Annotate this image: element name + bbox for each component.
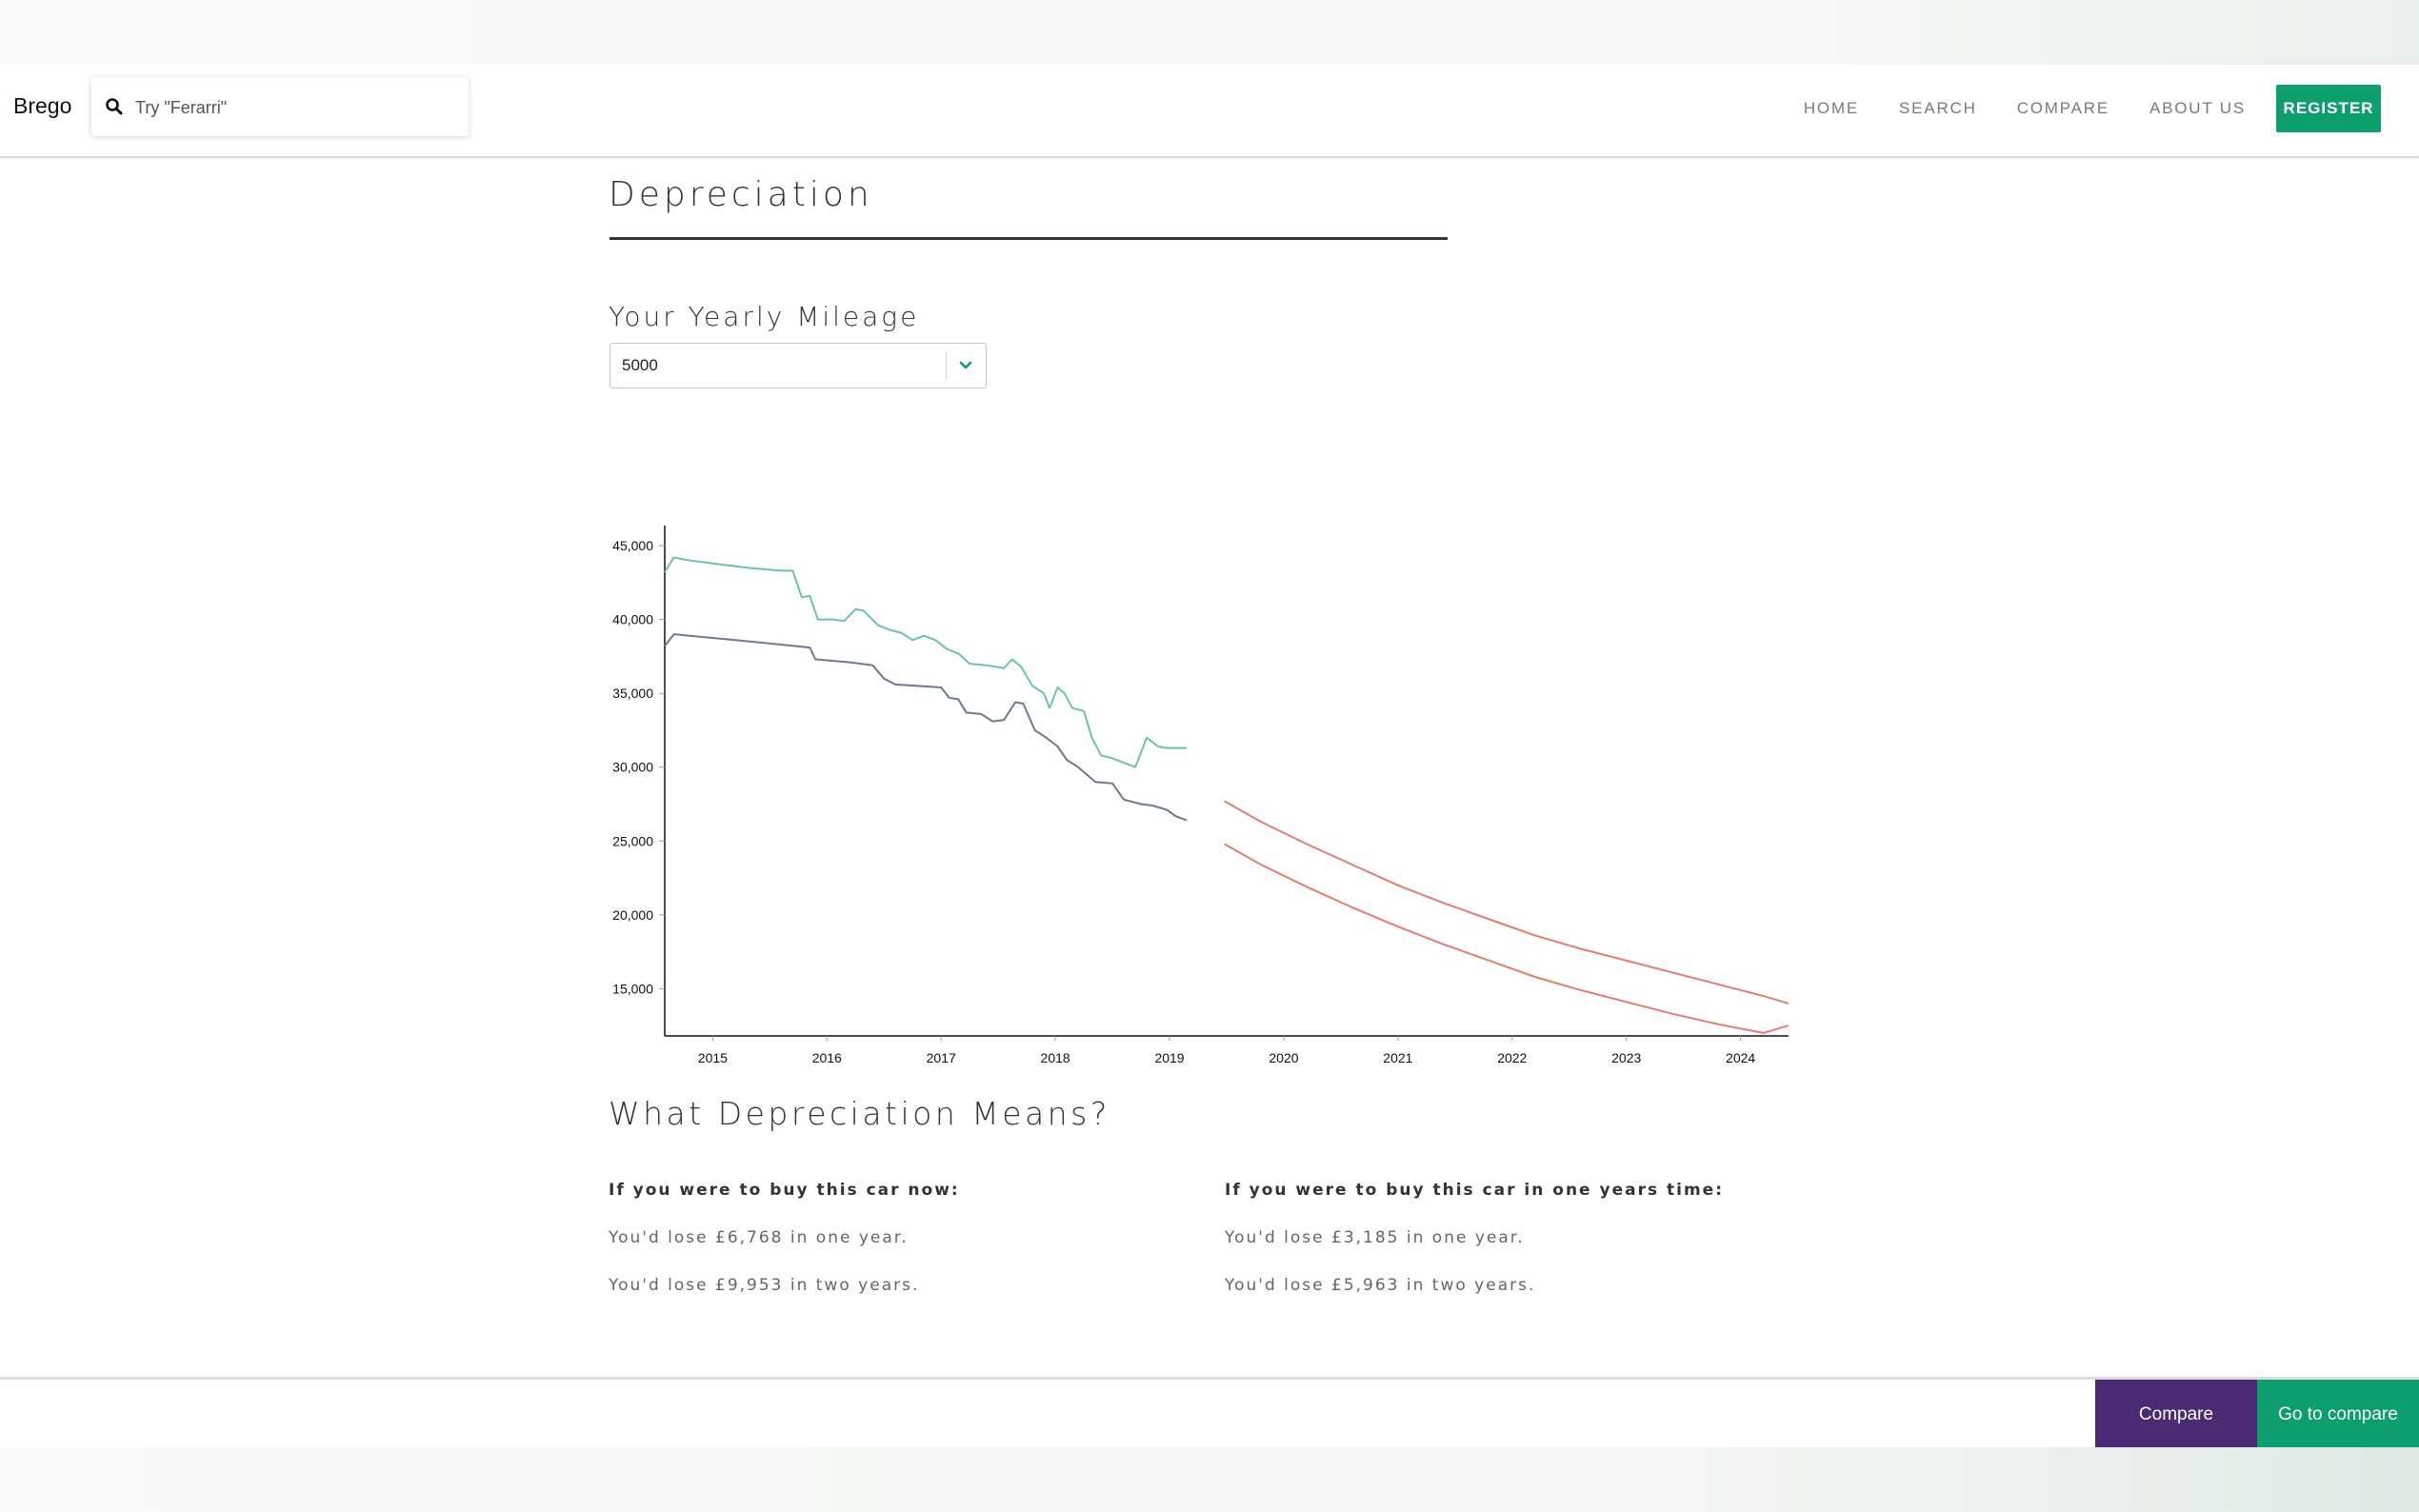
- depreciation-chart-svg: 45,000 40,000 35,000 30,000 25,000 20,000 15,0…: [612, 526, 1789, 1065]
- nav-link-home[interactable]: HOME: [1803, 99, 1860, 117]
- search-input[interactable]: [133, 88, 451, 128]
- brand-logo[interactable]: Brego: [13, 93, 72, 118]
- x-tick-label: 2021: [1383, 1050, 1412, 1065]
- chevron-down-icon[interactable]: [955, 355, 976, 376]
- select-separator: [946, 352, 947, 379]
- series-line-0: [664, 556, 1187, 768]
- mileage-select[interactable]: 5000: [610, 343, 987, 388]
- means-now-column: If you were to buy this car now: You'd l…: [609, 1181, 960, 1295]
- window-bottom-backdrop: [0, 1447, 2419, 1512]
- x-tick-label: 2024: [1726, 1050, 1755, 1065]
- nav-link-search[interactable]: SEARCH: [1899, 99, 1977, 117]
- y-tick-label: 20,000: [612, 907, 653, 923]
- means-now-one-year: You'd lose £6,768 in one year.: [609, 1228, 909, 1247]
- depreciation-chart: 45,000 40,000 35,000 30,000 25,000 20,000 15,0…: [581, 512, 1809, 1103]
- x-tick-label: 2018: [1041, 1050, 1070, 1065]
- means-later-two-years: You'd lose £5,963 in two years.: [1225, 1276, 1536, 1295]
- x-tick-label: 2020: [1269, 1050, 1298, 1065]
- y-tick-label: 30,000: [612, 760, 653, 775]
- app-viewport: Brego HOME SEARCH COMPARE ABOUT US REGIS…: [0, 65, 2419, 1450]
- nav-link-compare[interactable]: COMPARE: [2016, 99, 2109, 117]
- search-box[interactable]: [91, 77, 469, 136]
- x-tick-label: 2019: [1154, 1050, 1184, 1065]
- series-line-3: [1224, 843, 1789, 1034]
- x-tick-label: 2016: [812, 1050, 842, 1065]
- y-tick-label: 45,000: [612, 538, 653, 553]
- means-now-heading: If you were to buy this car now:: [609, 1181, 960, 1200]
- x-tick-label: 2023: [1611, 1050, 1641, 1065]
- go-to-compare-button[interactable]: Go to compare: [2257, 1380, 2419, 1450]
- x-tick-label: 2017: [927, 1050, 956, 1065]
- mileage-label: Your Yearly Mileage: [609, 301, 920, 332]
- navbar: Brego HOME SEARCH COMPARE ABOUT US REGIS…: [0, 65, 2419, 158]
- compare-button[interactable]: Compare: [2095, 1380, 2257, 1450]
- y-tick-label: 25,000: [612, 833, 653, 848]
- means-later-one-year: You'd lose £3,185 in one year.: [1225, 1228, 1525, 1247]
- search-icon: [106, 98, 123, 115]
- x-tick-label: 2015: [698, 1050, 728, 1065]
- series-line-1: [664, 633, 1188, 822]
- mileage-selected-value: 5000: [622, 356, 658, 374]
- title-divider: [610, 237, 1448, 240]
- nav-link-about-us[interactable]: ABOUT US: [2149, 99, 2246, 117]
- window-top-backdrop: [0, 0, 2419, 65]
- y-tick-label: 15,000: [612, 981, 653, 996]
- page-title: Depreciation: [609, 175, 873, 214]
- means-now-two-years: You'd lose £9,953 in two years.: [609, 1276, 920, 1295]
- register-button[interactable]: REGISTER: [2276, 85, 2381, 132]
- means-later-column: If you were to buy this car in one years…: [1225, 1181, 1724, 1295]
- x-tick-label: 2022: [1497, 1050, 1527, 1065]
- compare-bar: Compare Go to compare: [0, 1377, 2419, 1450]
- y-tick-label: 40,000: [612, 612, 653, 627]
- y-tick-label: 35,000: [612, 686, 653, 701]
- means-later-heading: If you were to buy this car in one years…: [1225, 1181, 1725, 1200]
- means-title: What Depreciation Means?: [609, 1095, 1110, 1132]
- series-line-2: [1224, 800, 1789, 1005]
- nav-links: HOME SEARCH COMPARE ABOUT US REGISTER: [1764, 85, 2381, 132]
